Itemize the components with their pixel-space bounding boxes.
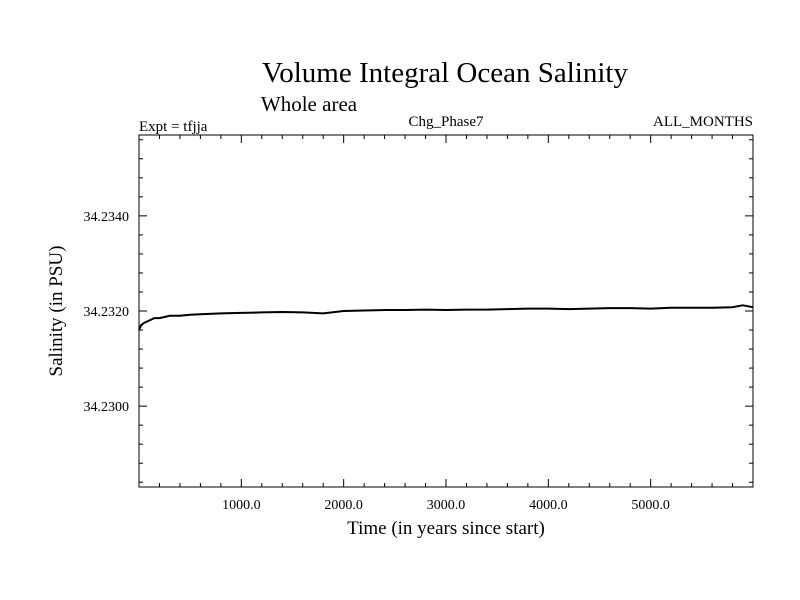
y-tick-label: 34.2300 [84,400,130,415]
y-tick-label: 34.2340 [84,210,130,225]
y-axis-label: Salinity (in PSU) [46,246,67,377]
chart-subtitle: Whole area [261,92,358,116]
x-tick-label: 5000.0 [631,498,670,513]
y-tick-label: 34.2320 [84,305,130,320]
experiment-label: Expt = tfjja [139,119,208,135]
axis-tick-labels: 1000.0 2000.0 3000.0 4000.0 5000.0 34.2300 34.… [84,210,670,513]
months-label: ALL_MONTHS [653,114,753,130]
series-layer [138,304,754,331]
salinity-series-line [138,304,754,331]
axis-ticks [139,135,753,487]
x-tick-label: 1000.0 [222,498,261,513]
chart-title: Volume Integral Ocean Salinity [262,57,628,89]
x-tick-label: 3000.0 [427,498,466,513]
plot-frame [138,134,754,488]
x-tick-label: 4000.0 [529,498,568,513]
phase-label: Chg_Phase7 [409,114,485,130]
x-tick-label: 2000.0 [324,498,363,513]
x-axis-label: Time (in years since start) [347,518,545,539]
